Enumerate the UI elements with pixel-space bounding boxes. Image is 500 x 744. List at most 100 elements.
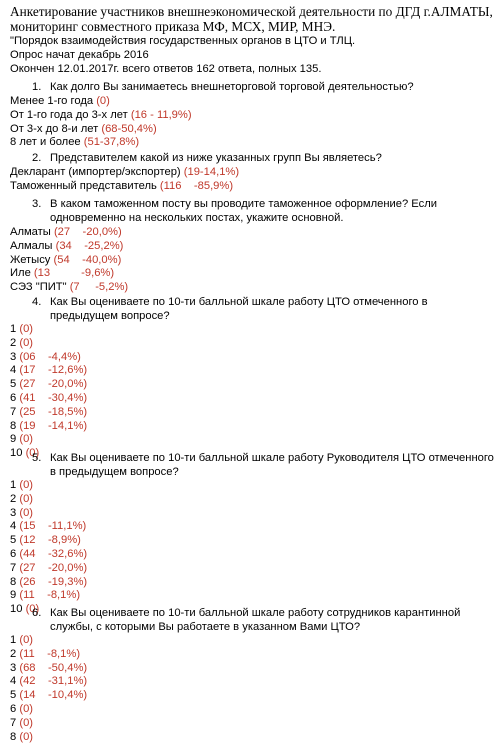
answer-value: (116 -85,9%) <box>159 179 234 192</box>
answer-row: 7 (25 -18,5%) <box>10 406 87 420</box>
answer-label: Алматы <box>10 226 54 238</box>
answer-row: Менее 1-го года (0) <box>10 95 110 109</box>
answer-value: (51-37,8%) <box>83 136 140 149</box>
answer-row: 7 (27 -20,0%) <box>10 562 87 576</box>
answer-row: Жетысу (54 -40,0%) <box>10 254 121 268</box>
answer-label: 7 <box>10 716 20 729</box>
answer-row: 1 (0) <box>10 323 33 337</box>
answer-row: Таможенный представитель (116 -85,9%) <box>10 180 233 194</box>
header-start-date: Опрос начат декабрь 2016 <box>10 49 149 61</box>
answer-value: (44 -32,6%) <box>19 548 88 560</box>
answer-row: 3 (0) <box>10 507 33 521</box>
answer-value: (0) <box>25 447 40 460</box>
answer-label: Иле <box>10 267 34 280</box>
answer-value: (17 -12,6%) <box>19 364 88 377</box>
answer-label: 4 <box>10 520 20 533</box>
answer-label: 7 <box>10 405 20 418</box>
answer-label: Менее 1-го года <box>10 95 97 107</box>
answer-row: От 3-х до 8-и лет (68-50,4%) <box>10 123 157 137</box>
question-4: 4. Как Вы оцениваете по 10-ти балльной шк… <box>32 296 495 323</box>
answer-row: 7 (0) <box>10 717 33 731</box>
question-text: Представителем какой из ниже указанных г… <box>50 152 382 164</box>
answer-row: 8 (19 -14,1%) <box>10 420 87 434</box>
answer-label: 8 лет и более <box>10 136 84 149</box>
answer-value: (19 -14,1%) <box>19 419 88 432</box>
question-text: Как Вы оцениваете по 10-ти балльной шкал… <box>50 452 494 478</box>
answer-row: 8 (0) <box>10 731 33 744</box>
answer-value: (19-14,1%) <box>183 166 240 178</box>
answer-row: 2 (11 -8,1%) <box>10 648 80 662</box>
answer-value: (14 -10,4%) <box>19 689 88 702</box>
answer-label: 4 <box>10 364 20 377</box>
answer-value: (0) <box>19 433 34 446</box>
answer-label: 1 <box>10 634 20 646</box>
answer-value: (7 -5,2%) <box>69 281 129 294</box>
question-5: 5. Как Вы оцениваете по 10-ти балльной шк… <box>32 452 495 479</box>
answer-row: От 1-го года до 3-х лет (16 - 11,9%) <box>10 109 192 123</box>
answer-value: (0) <box>19 492 34 505</box>
answer-label: 5 <box>10 534 20 547</box>
answer-row: 1 (0) <box>10 634 33 648</box>
answer-value: (16 - 11,9%) <box>130 108 192 121</box>
question-number: 1. <box>32 81 42 93</box>
answer-row: 3 (68 -50,4%) <box>10 662 87 676</box>
answer-value: (41 -30,4%) <box>19 392 88 404</box>
answer-label: 8 <box>10 730 20 743</box>
answer-label: 3 <box>10 350 20 363</box>
answer-row: 8 лет и более (51-37,8%) <box>10 136 139 150</box>
answer-label: 7 <box>10 561 20 574</box>
answer-label: 1 <box>10 323 20 335</box>
question-number: 2. <box>32 152 42 164</box>
answer-value: (0) <box>19 336 34 349</box>
answer-row: Иле (13 -9,6%) <box>10 267 114 281</box>
answer-value: (11 -8,1%) <box>19 589 81 602</box>
question-3: 3. В каком таможенном посту вы проводите … <box>32 198 495 225</box>
answer-label: 8 <box>10 575 20 588</box>
answer-value: (12 -8,9%) <box>19 534 81 547</box>
answer-value: (11 -8,1%) <box>19 647 81 660</box>
answer-row: 3 (06 -4,4%) <box>10 351 81 365</box>
answer-value: (34 -25,2%) <box>55 239 124 252</box>
answer-value: (0) <box>19 716 34 729</box>
question-number: 4. <box>32 296 42 308</box>
answer-row: 4 (15 -11,1%) <box>10 520 86 534</box>
question-6: 6. Как Вы оцениваете по 10-ти балльной шк… <box>32 607 495 634</box>
answer-label: 9 <box>10 589 20 602</box>
answer-value: (15 -11,1%) <box>19 520 87 533</box>
answer-value: (27 -20,0%) <box>19 561 88 574</box>
answer-label: Алмалы <box>10 239 56 252</box>
answer-row: Алмалы (34 -25,2%) <box>10 240 123 254</box>
answer-row: 4 (42 -31,1%) <box>10 675 87 689</box>
answer-row: 6 (44 -32,6%) <box>10 548 87 562</box>
answer-value: (0) <box>19 703 34 715</box>
answer-value: (25 -18,5%) <box>19 405 88 418</box>
answer-value: (0) <box>19 506 34 519</box>
answer-label: Декларант (импортер/экспортер) <box>10 166 184 178</box>
question-text: В каком таможенном посту вы проводите та… <box>50 198 438 224</box>
answer-row: 10 (0) <box>10 447 39 461</box>
answer-row: 4 (17 -12,6%) <box>10 364 87 378</box>
answer-value: (27 -20,0%) <box>53 226 122 238</box>
answer-label: От 3-х до 8-и лет <box>10 122 102 135</box>
answer-label: 10 <box>10 603 26 616</box>
answer-row: 6 (0) <box>10 703 33 717</box>
answer-label: 2 <box>10 647 20 660</box>
answer-value: (0) <box>19 323 34 335</box>
answer-label: 4 <box>10 675 20 688</box>
answer-value: (54 -40,0%) <box>53 253 122 266</box>
answer-label: 9 <box>10 433 20 446</box>
answer-value: (06 -4,4%) <box>19 350 81 363</box>
question-text: Как Вы оцениваете по 10-ти балльной шкал… <box>50 607 461 633</box>
answer-row: 1 (0) <box>10 479 33 493</box>
answer-value: (0) <box>19 730 34 743</box>
answer-value: (68 -50,4%) <box>19 661 88 674</box>
answer-value: (13 -9,6%) <box>33 267 115 280</box>
answer-value: (0) <box>25 603 40 616</box>
answer-value: (0) <box>19 479 34 491</box>
answer-value: (0) <box>96 95 110 107</box>
answer-row: 2 (0) <box>10 337 33 351</box>
answer-row: Алматы (27 -20,0%) <box>10 226 122 240</box>
header-end-summary: Окончен 12.01.2017г. всего ответов 162 о… <box>10 63 322 75</box>
answer-value: (42 -31,1%) <box>19 675 88 688</box>
answer-label: 2 <box>10 336 20 349</box>
